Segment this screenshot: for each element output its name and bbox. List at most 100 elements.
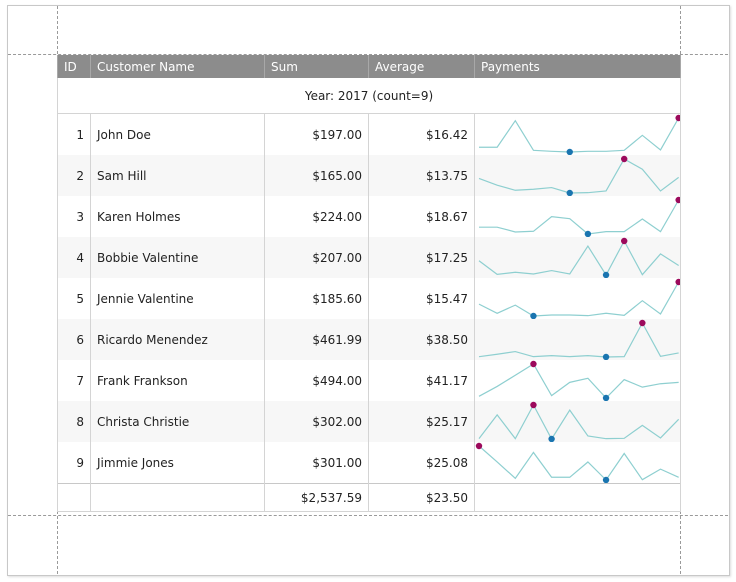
cell-id: 8 [57,401,91,442]
sparkline-min-marker [584,230,592,237]
sparkline-max-marker [530,360,537,368]
cell-average: $25.17 [368,401,475,442]
sparkline-line [478,239,679,277]
cell-customer-name: Bobbie Valentine [90,237,265,278]
payments-sparkline [478,278,680,319]
header-sum: Sum [264,55,369,78]
sparkline-min-marker [530,312,537,319]
cell-id: 1 [57,113,91,155]
cell-payments [474,113,681,155]
cell-customer-name: Karen Holmes [90,196,265,237]
cell-average: $25.08 [368,442,475,484]
payments-sparkline [478,360,679,401]
sparkline-max-marker [675,196,680,204]
sparkline-min-marker [566,148,573,155]
total-id [57,483,91,512]
table-row: 1 John Doe $197.00 $16.42 [57,113,681,155]
cell-customer-name: John Doe [90,113,265,155]
cell-payments [474,442,681,484]
cell-sum: $185.60 [264,278,369,319]
report-table: ID Customer Name Sum Average Payments Ye… [57,55,681,512]
total-payments [474,483,681,512]
sparkline-line [478,281,680,317]
sparkline-max-marker [675,278,680,286]
sparkline-min-marker [602,394,610,401]
cell-id: 5 [57,278,91,319]
cell-average: $41.17 [368,360,475,401]
cell-average: $17.25 [368,237,475,278]
cell-sum: $494.00 [264,360,369,401]
cell-sum: $224.00 [264,196,369,237]
cell-average: $16.42 [368,113,475,155]
cell-payments [474,237,681,278]
cell-id: 3 [57,196,91,237]
sparkline-line [478,363,679,399]
cell-payments [474,155,681,196]
sparkline-line [478,158,680,194]
total-average: $23.50 [368,483,475,512]
sparkline-min-marker [602,476,610,483]
table-row: 5 Jennie Valentine $185.60 $15.47 [57,278,681,319]
payments-sparkline [478,401,680,442]
margin-guide-top [8,54,728,55]
table-row: 6 Ricardo Menendez $461.99 $38.50 [57,319,681,360]
header-customer-name: Customer Name [90,55,265,78]
payments-sparkline [475,442,679,483]
sparkline-max-marker [530,401,537,409]
cell-average: $38.50 [368,319,475,360]
sparkline-max-marker [475,442,483,450]
cell-sum: $197.00 [264,113,369,155]
cell-average: $13.75 [368,155,475,196]
sparkline-max-marker [621,237,628,245]
header-row: ID Customer Name Sum Average Payments [57,55,681,78]
cell-customer-name: Sam Hill [90,155,265,196]
cell-sum: $301.00 [264,442,369,484]
cell-average: $18.67 [368,196,475,237]
header-payments: Payments [474,55,681,78]
cell-id: 2 [57,155,91,196]
margin-guide-right [680,6,681,574]
table-row: 3 Karen Holmes $224.00 $18.67 [57,196,681,237]
sparkline-min-marker [602,353,610,360]
sparkline-line [478,403,680,441]
margin-guide-bottom [8,515,728,516]
cell-payments [474,401,681,442]
table-row: 8 Christa Christie $302.00 $25.17 [57,401,681,442]
payments-sparkline [478,155,680,196]
cell-payments [474,196,681,237]
sparkline-line [478,445,679,481]
table-row: 2 Sam Hill $165.00 $13.75 [57,155,681,196]
cell-customer-name: Frank Frankson [90,360,265,401]
cell-customer-name: Christa Christie [90,401,265,442]
sparkline-min-marker [602,271,610,278]
sparkline-max-marker [675,114,680,122]
sparkline-min-marker [566,189,573,196]
report-page [7,5,730,576]
cell-id: 6 [57,319,91,360]
sparkline-max-marker [639,319,646,327]
sparkline-line [479,199,680,235]
cell-sum: $165.00 [264,155,369,196]
cell-sum: $207.00 [264,237,369,278]
cell-customer-name: Jimmie Jones [90,442,265,484]
cell-sum: $302.00 [264,401,369,442]
header-id: ID [57,55,91,78]
cell-sum: $461.99 [264,319,369,360]
cell-payments [474,360,681,401]
cell-id: 4 [57,237,91,278]
group-header-row: Year: 2017 (count=9) [57,78,681,114]
cell-payments [474,278,681,319]
cell-customer-name: Jennie Valentine [90,278,265,319]
total-name [90,483,265,512]
cell-payments [474,319,681,360]
sparkline-line [478,321,679,358]
table-row: 9 Jimmie Jones $301.00 $25.08 [57,442,681,484]
sparkline-line [479,117,680,153]
payments-sparkline [478,237,679,278]
group-label: Year: 2017 (count=9) [57,78,681,114]
cell-customer-name: Ricardo Menendez [90,319,265,360]
payments-sparkline [478,319,679,360]
table-row: 4 Bobbie Valentine $207.00 $17.25 [57,237,681,278]
sparkline-min-marker [548,435,555,442]
sparkline-max-marker [621,155,628,163]
